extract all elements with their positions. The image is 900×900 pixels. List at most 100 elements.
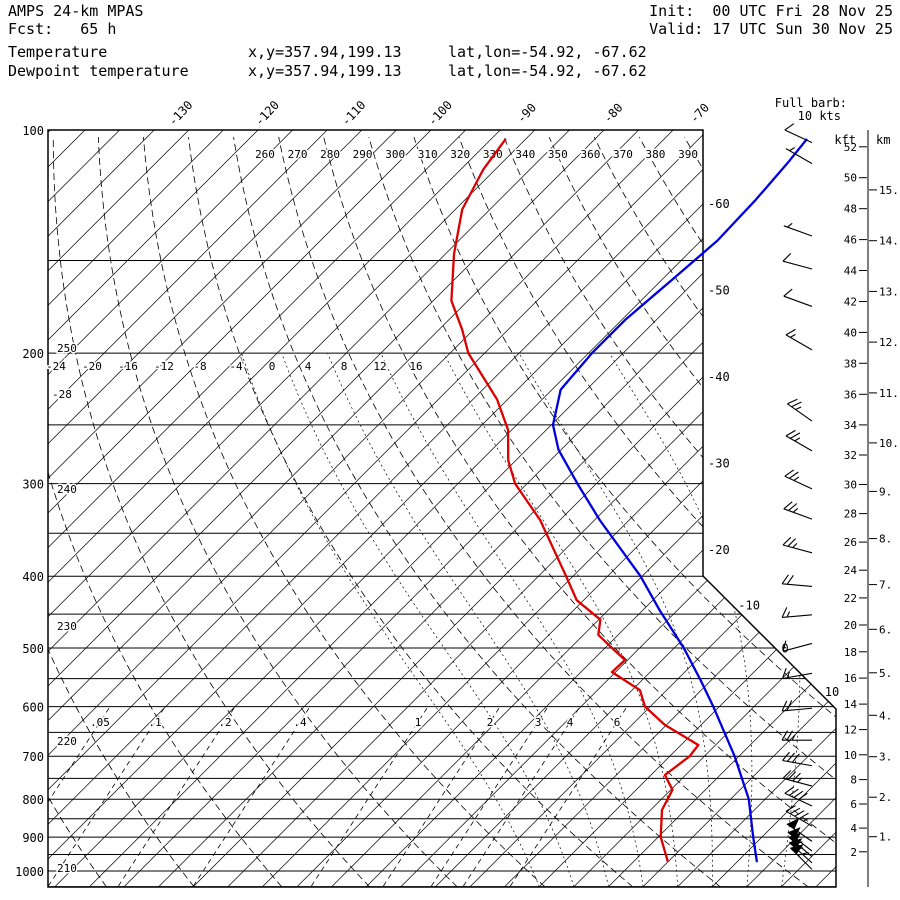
isotherm-line [677,130,836,887]
km-label: 6. [879,623,892,636]
wind-barb [783,222,813,237]
wind-barb [782,536,813,554]
pressure-label: 800 [22,793,44,807]
wind-barb-half [786,611,791,618]
mixing-ratio-label: .2 [218,716,231,729]
dry-adiabat [278,136,809,887]
theta-label-left: 210 [57,862,77,875]
wind-barb-full [785,328,796,336]
wind-barb-half [795,406,802,411]
kft-label: 40 [844,326,857,339]
theta-label-top: 280 [320,148,340,161]
dewpoint-latlon-readout: lat,lon=-54.92, -67.62 [448,62,647,80]
temp-scale-200mb-label: -12 [154,360,174,373]
wind-barb [789,844,813,870]
km-label: 11. [879,387,899,400]
kft-label: 14 [844,698,858,711]
dry-adiabat [233,136,721,887]
theta-label-top: 340 [515,148,535,161]
wind-barb-pennant [787,832,802,844]
km-label: 10. [879,437,899,450]
wind-barb [781,668,813,680]
temp-scale-200mb-label: 8 [341,360,348,373]
km-label: 13. [879,285,899,298]
wind-barb-half [793,476,800,481]
kft-label: 16 [844,672,857,685]
wind-barb-staff [782,260,813,270]
theta-label-top: 390 [678,148,698,161]
header: AMPS 24-km MPAS Fcst: 65 h Init: 00 UTC … [8,2,893,147]
dry-adiabat [52,137,370,887]
isotherm-line [88,130,836,887]
kft-label: 8 [850,774,857,787]
wind-barb-half [786,671,790,678]
height-axes: 2468101214161820222426283032343638404244… [844,130,899,887]
dry-adiabat [48,136,107,887]
mixing-ratio-label: 2 [487,716,494,729]
km-label: 1. [879,831,892,844]
wind-barb-full [782,751,790,761]
wind-barb-half [797,777,803,783]
kft-label: 20 [844,619,857,632]
kft-label: 48 [844,203,857,216]
theta-label-top: 260 [255,148,275,161]
isotherm-line [746,130,836,887]
isotherm-label-top: -70 [687,101,712,126]
wind-barb-full [787,771,796,780]
isotherm-line [607,130,836,887]
dry-adiabat [368,136,836,887]
isotherm-label-right: -60 [708,197,730,211]
wind-barb-staff [782,614,813,618]
isotherm-line [331,130,836,887]
wind-barb-pennant [789,844,804,855]
dry-adiabat [48,136,283,887]
wind-barb-full [786,700,793,711]
mixing-ratio-label: 1 [415,716,422,729]
isotherm-line [504,130,836,887]
mixing-ratio-line [463,706,581,887]
wind-barb-staff [785,148,813,165]
isotherm-label-right: -30 [708,457,730,471]
pressure-label: 200 [22,347,44,361]
wind-barb-staff [784,475,813,490]
isotherm-line [48,130,432,887]
theta-label-top: 270 [288,148,308,161]
mixing-ratio-line [193,706,311,887]
dry-adiabat [593,136,836,887]
theta-label-top: 330 [483,148,503,161]
isotherm-line [48,130,224,887]
kft-label: 18 [844,646,857,659]
pressure-lines [48,130,836,887]
isotherm-line [0,130,16,887]
isotherm-line [296,130,836,887]
wind-barb-full [785,429,796,437]
wind-barbs [781,123,813,870]
mixing-ratio-line [48,706,111,887]
mixing-ratio-label: 4 [567,716,574,729]
init-label: Init: 00 UTC Fri 28 Nov 25 [649,2,893,20]
moist-adiabat [609,352,753,887]
isotherm-label-top: -80 [601,101,626,126]
wind-barb-full [798,792,808,801]
km-label: 2. [879,791,892,804]
wind-barb-full [781,730,788,741]
wind-barb-full [782,770,792,779]
kft-label: 24 [844,564,858,577]
kft-label: 50 [844,172,857,185]
kft-label: 46 [844,234,857,247]
wind-barb-full [781,574,789,585]
wind-barb [781,700,813,712]
wind-barb-half [789,147,795,152]
wind-barb [783,288,813,307]
theta-label-left: 230 [57,620,77,633]
isotherm-line [123,130,836,887]
sounding-curves [450,138,808,863]
temp-scale-200mb-label: 4 [305,360,312,373]
theta-label-top: 290 [353,148,373,161]
mixing-ratio-label: 6 [614,716,621,729]
temp-scale-200mb-label: 0 [269,360,276,373]
mixing-ratio-label: .05 [90,716,110,729]
wind-barb-full [781,607,788,618]
